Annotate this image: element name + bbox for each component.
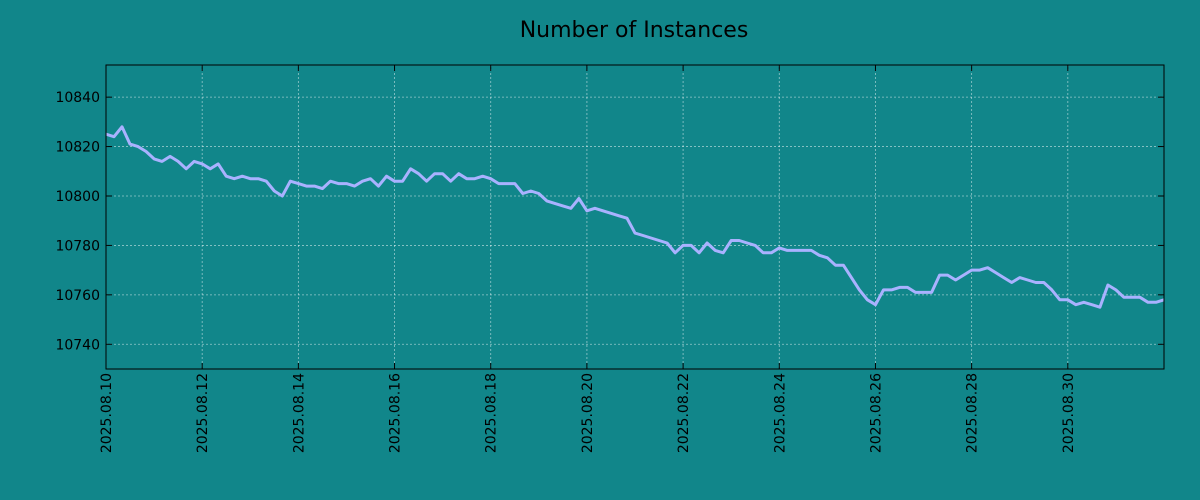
x-axis: 2025.08.10 2025.08.12 2025.08.14 2025.08.16… — [99, 65, 1077, 453]
y-tick-label: 10760 — [55, 288, 100, 304]
x-tick-label: 2025.08.24 — [772, 373, 788, 453]
x-tick-label: 2025.08.18 — [484, 373, 500, 453]
x-tick-label: 2025.08.30 — [1061, 373, 1077, 453]
x-tick-label: 2025.08.20 — [580, 373, 596, 453]
y-tick-label: 10800 — [55, 189, 100, 205]
y-tick-label: 10780 — [55, 238, 100, 254]
y-tick-label: 10840 — [55, 90, 100, 106]
y-tick-label: 10820 — [55, 140, 100, 156]
x-tick-label: 2025.08.28 — [965, 373, 981, 453]
grid-layer — [105, 65, 1164, 369]
plot-frame — [105, 64, 1165, 370]
x-tick-label: 2025.08.26 — [868, 373, 884, 453]
x-tick-label: 2025.08.22 — [676, 373, 692, 453]
y-axis: 10740 10760 10780 10800 10820 10840 — [55, 90, 1164, 353]
x-tick-label: 2025.08.14 — [291, 373, 307, 453]
y-tick-label: 10740 — [55, 337, 100, 353]
series-line-instances — [105, 125, 1165, 309]
x-tick-label: 2025.08.12 — [195, 373, 211, 453]
x-tick-label: 2025.08.10 — [99, 373, 115, 453]
x-tick-label: 2025.08.16 — [388, 373, 404, 453]
chart-title: Number of Instances — [520, 18, 749, 43]
